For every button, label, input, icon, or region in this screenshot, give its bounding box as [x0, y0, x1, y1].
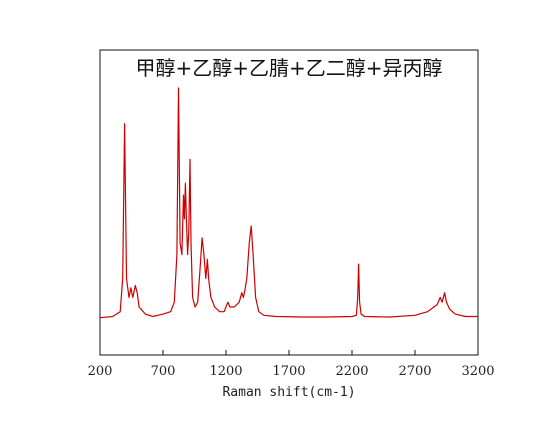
x-axis-tick-labels: 200 700 1200 1700 2200 2700 3200: [88, 364, 495, 379]
x-tick-label: 1200: [209, 364, 242, 379]
x-tick-label: 2200: [335, 364, 368, 379]
x-tick-label: 1700: [272, 364, 305, 379]
spectrum-line: [99, 87, 478, 319]
plot-frame: [99, 49, 479, 356]
x-axis-ticks: [99, 350, 479, 355]
x-tick-label: 200: [88, 364, 113, 379]
x-axis-title: Raman shift(cm-1): [222, 385, 355, 400]
x-tick-label: 3200: [461, 364, 494, 379]
x-tick-label: 700: [151, 364, 176, 379]
chart-title: 甲醇+乙醇+乙腈+乙二醇+异丙醇: [135, 56, 442, 80]
x-tick-label: 2700: [398, 364, 431, 379]
